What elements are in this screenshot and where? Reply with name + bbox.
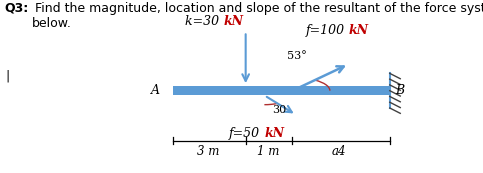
Text: a4: a4 <box>332 145 346 158</box>
Bar <box>173 86 390 95</box>
Text: f=50: f=50 <box>229 127 264 140</box>
Text: |: | <box>6 69 10 82</box>
Text: kN: kN <box>223 15 243 28</box>
Text: B: B <box>396 84 405 97</box>
Text: 1 m: 1 m <box>257 145 279 158</box>
Text: kN: kN <box>349 24 369 37</box>
Text: 53°: 53° <box>287 51 307 61</box>
Text: kN: kN <box>264 127 284 140</box>
Text: 30: 30 <box>272 105 286 115</box>
Text: Q3:: Q3: <box>5 2 29 15</box>
Text: Find the magnitude, location and slope of the resultant of the force system show: Find the magnitude, location and slope o… <box>31 2 483 30</box>
Text: f=100: f=100 <box>305 24 349 37</box>
Text: k=30: k=30 <box>185 15 223 28</box>
Text: 3 m: 3 m <box>197 145 219 158</box>
Text: A: A <box>151 84 159 97</box>
